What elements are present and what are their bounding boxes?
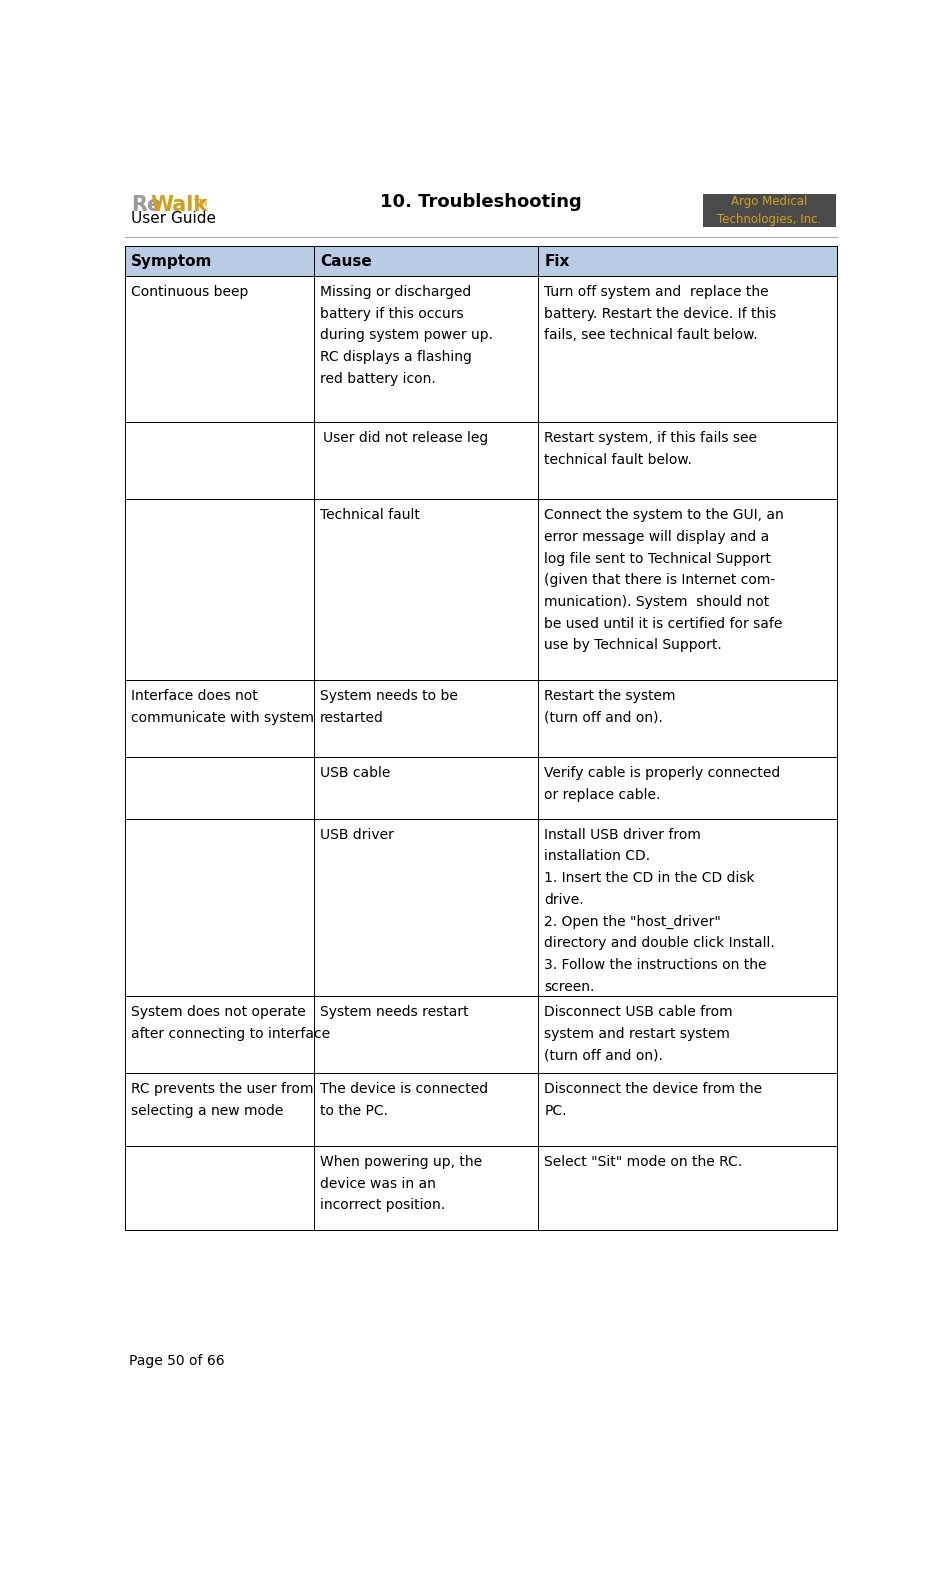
Text: Argo Medical
Technologies, Inc.: Argo Medical Technologies, Inc. (717, 195, 822, 227)
Text: RC prevents the user from
selecting a new mode: RC prevents the user from selecting a ne… (131, 1083, 314, 1117)
Text: Walk: Walk (150, 195, 208, 216)
Text: User did not release leg: User did not release leg (323, 431, 488, 445)
Text: Re: Re (131, 195, 162, 216)
Text: System needs restart: System needs restart (320, 1005, 469, 1019)
Text: Missing or discharged
battery if this occurs
during system power up.
RC displays: Missing or discharged battery if this oc… (320, 285, 493, 385)
FancyBboxPatch shape (125, 246, 838, 276)
Text: Install USB driver from
installation CD.
1. Insert the CD in the CD disk
drive.
: Install USB driver from installation CD.… (545, 827, 776, 994)
Text: Restart the system
(turn off and on).: Restart the system (turn off and on). (545, 689, 676, 724)
Text: User Guide: User Guide (131, 211, 216, 227)
Text: Cause: Cause (320, 254, 372, 268)
Text: USB cable: USB cable (320, 766, 391, 780)
Text: Continuous beep: Continuous beep (131, 285, 249, 300)
Text: Disconnect the device from the
PC.: Disconnect the device from the PC. (545, 1083, 762, 1117)
Text: Interface does not
communicate with system: Interface does not communicate with syst… (131, 689, 315, 724)
Text: 10. Troubleshooting: 10. Troubleshooting (380, 193, 582, 211)
Text: TM: TM (192, 200, 207, 209)
Text: Verify cable is properly connected
or replace cable.: Verify cable is properly connected or re… (545, 766, 780, 802)
Text: USB driver: USB driver (320, 827, 394, 842)
Text: Symptom: Symptom (131, 254, 213, 268)
Text: Connect the system to the GUI, an
error message will display and a
log file sent: Connect the system to the GUI, an error … (545, 509, 784, 653)
Text: Select "Sit" mode on the RC.: Select "Sit" mode on the RC. (545, 1155, 743, 1170)
Text: Fix: Fix (545, 254, 570, 268)
Text: The device is connected
to the PC.: The device is connected to the PC. (320, 1083, 488, 1117)
Text: When powering up, the
device was in an
incorrect position.: When powering up, the device was in an i… (320, 1155, 483, 1213)
Text: Page 50 of 66: Page 50 of 66 (129, 1354, 224, 1368)
Text: System does not operate
after connecting to interface: System does not operate after connecting… (131, 1005, 331, 1041)
FancyBboxPatch shape (702, 193, 836, 227)
Text: Turn off system and  replace the
battery. Restart the device. If this
fails, see: Turn off system and replace the battery.… (545, 285, 777, 342)
Text: System needs to be
restarted: System needs to be restarted (320, 689, 458, 724)
Text: Technical fault: Technical fault (320, 509, 420, 521)
Text: Disconnect USB cable from
system and restart system
(turn off and on).: Disconnect USB cable from system and res… (545, 1005, 733, 1062)
Text: Restart system, if this fails see
technical fault below.: Restart system, if this fails see techni… (545, 431, 758, 468)
